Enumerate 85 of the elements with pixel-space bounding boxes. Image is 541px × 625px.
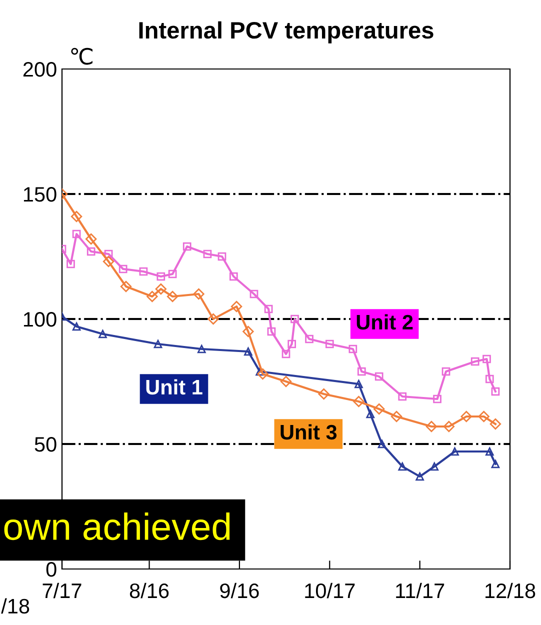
x-tick-label: 10/17 — [305, 582, 355, 598]
y-tick-label: 200 — [23, 62, 56, 77]
x-tick-label: 11/17 — [396, 582, 444, 598]
point — [485, 447, 494, 456]
y-tick-label: 50 — [34, 437, 56, 452]
point — [357, 367, 366, 376]
series-label: Unit 1 — [146, 379, 202, 395]
point — [267, 327, 276, 336]
point — [72, 230, 81, 238]
point — [305, 334, 314, 344]
point — [102, 256, 114, 268]
point — [353, 396, 364, 408]
point — [139, 267, 148, 276]
text: /18 — [1, 598, 30, 614]
point — [182, 242, 192, 251]
point — [256, 367, 264, 376]
y-tick-label: 100 — [24, 312, 56, 327]
annotation: own achieved — [4, 512, 230, 540]
point — [242, 326, 254, 338]
point — [166, 290, 178, 302]
point — [280, 376, 292, 388]
point — [72, 322, 81, 331]
point — [70, 210, 82, 222]
series-label: Unit 3 — [280, 424, 337, 440]
point — [193, 288, 204, 300]
point — [478, 410, 490, 422]
point — [218, 252, 226, 261]
point — [120, 280, 132, 292]
point — [416, 472, 424, 481]
series-label: Unit 2 — [356, 314, 413, 330]
point — [482, 354, 491, 364]
point — [366, 410, 375, 418]
x-tick-label: 12/18 — [486, 582, 536, 598]
point — [470, 357, 480, 366]
point — [197, 344, 206, 354]
point — [104, 250, 113, 258]
y-tick-label: 0 — [46, 562, 56, 577]
point — [208, 313, 219, 325]
point — [443, 420, 455, 432]
point — [282, 350, 290, 358]
x-tick-label: 7/17 — [42, 582, 82, 598]
point — [66, 260, 75, 268]
point — [98, 330, 107, 338]
point — [491, 387, 500, 396]
point — [229, 272, 238, 281]
point — [378, 440, 386, 448]
point — [156, 272, 166, 281]
point — [244, 347, 252, 356]
x-tick-label: 8/16 — [130, 582, 169, 598]
point — [398, 462, 407, 471]
chart-title: Internal PCV temperatures — [139, 21, 434, 44]
point — [146, 290, 158, 302]
point — [460, 410, 472, 422]
point — [426, 420, 438, 432]
y-tick-label: 150 — [24, 187, 56, 202]
point — [325, 340, 334, 348]
point — [250, 290, 258, 298]
point — [490, 418, 502, 430]
point — [398, 392, 407, 401]
point — [373, 403, 385, 415]
point — [264, 304, 273, 314]
point — [118, 264, 128, 274]
x-tick-label: 9/16 — [220, 582, 259, 598]
point — [288, 340, 296, 348]
point — [442, 367, 450, 376]
point — [155, 283, 167, 295]
point — [491, 460, 500, 468]
point — [85, 233, 97, 245]
point — [86, 247, 96, 256]
y-axis-title: ℃ — [71, 48, 92, 65]
point — [168, 270, 177, 278]
point — [430, 462, 439, 471]
point — [354, 380, 363, 388]
point — [390, 410, 402, 422]
point — [154, 340, 162, 348]
point — [433, 394, 442, 404]
point — [318, 388, 330, 400]
point — [203, 250, 212, 258]
point — [485, 374, 494, 384]
point — [450, 447, 459, 456]
point — [348, 344, 358, 354]
point — [230, 300, 242, 312]
point — [290, 314, 299, 324]
point — [374, 372, 384, 381]
point — [257, 368, 268, 380]
